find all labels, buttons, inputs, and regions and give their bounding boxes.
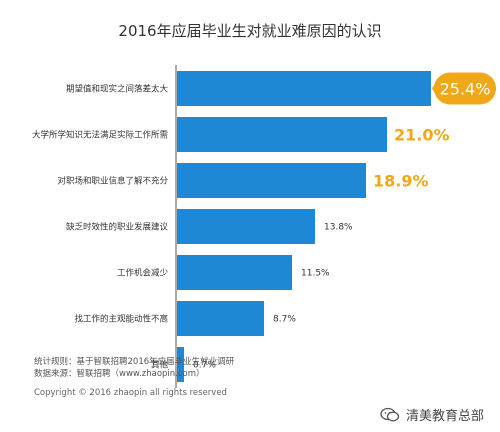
- wechat-icon: [380, 407, 400, 423]
- value-label-2: 21.0%: [394, 126, 450, 145]
- value-label-7: 0.7%: [193, 361, 216, 371]
- value-label-6: 8.7%: [273, 315, 296, 325]
- note-source: 数据来源：智联招聘（www.zhaopin.com）: [34, 369, 205, 379]
- category-label-4: 缺乏时效性的职业发展建议: [66, 222, 169, 233]
- copyright-text: Copyright © 2016 zhaopin all rights rese…: [34, 388, 227, 398]
- bars-layer: [177, 71, 431, 382]
- chart-title: 2016年应届毕业生对就业难原因的认识: [118, 22, 382, 40]
- category-label-1: 期望值和现实之间落差太大: [66, 84, 169, 95]
- category-labels: 期望值和现实之间落差太大大学所学知识无法满足实际工作所需对职场和职业信息了解不充…: [32, 84, 169, 371]
- value-labels: 25.4% 21.0% 18.9% 13.8% 11.5% 8.7% 0.7%: [193, 72, 496, 371]
- value-label-4: 13.8%: [324, 223, 353, 233]
- bar-3: [177, 163, 366, 198]
- category-label-6: 找工作的主观能动性不高: [74, 314, 168, 325]
- value-label-3: 18.9%: [373, 172, 429, 191]
- bar-1: [177, 71, 431, 106]
- chart-notes: 统计规则：基于智联招聘2016年应届毕业生就业调研 数据来源：智联招聘（www.…: [34, 356, 234, 380]
- value-label-1: 25.4%: [440, 80, 491, 99]
- note-rule: 统计规则：基于智联招聘2016年应届毕业生就业调研: [34, 357, 235, 367]
- top-value-badge: 25.4%: [432, 72, 496, 105]
- watermark: 清美教育总部: [380, 405, 484, 424]
- watermark-text: 清美教育总部: [406, 409, 485, 424]
- category-label-2: 大学所学知识无法满足实际工作所需: [32, 130, 168, 141]
- bar-7: [177, 347, 184, 382]
- category-label-7: 其他: [151, 360, 169, 371]
- bar-5: [177, 255, 292, 290]
- bar-2: [177, 117, 387, 152]
- bar-6: [177, 301, 264, 336]
- category-label-5: 工作机会减少: [117, 268, 169, 279]
- bar-4: [177, 209, 315, 244]
- category-label-3: 对职场和职业信息了解不充分: [57, 176, 168, 187]
- value-label-5: 11.5%: [301, 269, 330, 279]
